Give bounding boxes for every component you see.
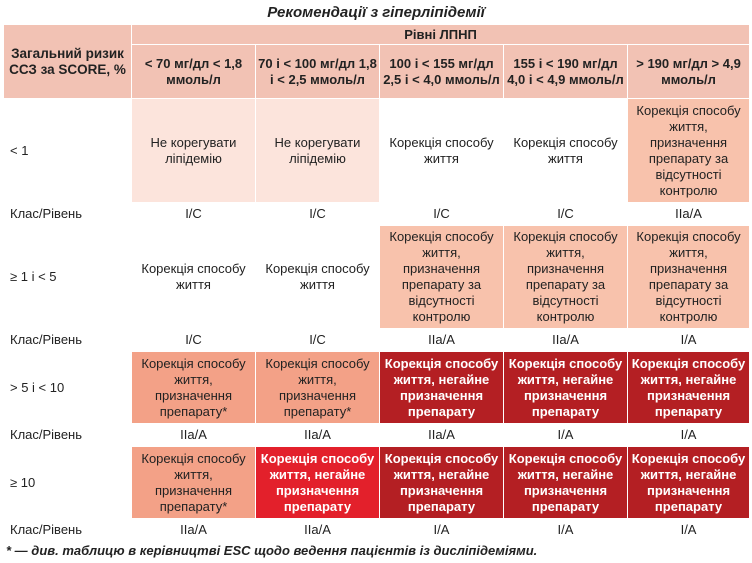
class-label: Клас/Рівень — [3, 202, 132, 226]
class-cell: I/C — [131, 202, 256, 226]
recommendation-cell: Корекція способу життя, призначення преп… — [131, 351, 256, 424]
ldl-column-header: 100 і < 155 мг/дл 2,5 і < 4,0 ммоль/л — [379, 44, 504, 99]
recommendation-cell: Корекція способу життя, негайне призначе… — [503, 351, 628, 424]
class-cell: IIa/A — [131, 518, 256, 542]
recommendation-cell: Корекція способу життя, призначення преп… — [626, 225, 751, 329]
recommendation-cell: Корекція способу життя, негайне призначе… — [503, 446, 628, 519]
class-cell: I/A — [379, 518, 504, 542]
table-row: > 5 і < 10 Корекція способу життя, призн… — [3, 351, 751, 424]
class-row: Клас/Рівень IIa/A IIa/A IIa/A I/A I/A — [3, 423, 751, 447]
class-cell: I/A — [626, 518, 751, 542]
recommendation-cell: Корекція способу життя, негайне призначе… — [626, 446, 751, 519]
footnote: * — див. таблицю в керівництві ESC щодо … — [6, 543, 538, 558]
table-row: ≥ 10 Корекція способу життя, призначення… — [3, 446, 751, 519]
ldl-column-header: > 190 мг/дл > 4,9 ммоль/л — [626, 44, 751, 99]
recommendations-table: Загальний ризик ССЗ за SCORE, % Рівні ЛП… — [3, 24, 751, 542]
recommendation-cell: Корекція способу життя, негайне призначе… — [626, 351, 751, 424]
ldl-column-header: < 70 мг/дл < 1,8 ммоль/л — [131, 44, 256, 99]
class-cell: I/C — [255, 328, 380, 352]
class-row: Клас/Рівень I/C I/C I/C I/C IIa/A — [3, 202, 751, 226]
risk-column-header: Загальний ризик ССЗ за SCORE, % — [3, 24, 132, 99]
class-cell: I/A — [503, 518, 628, 542]
class-cell: IIa/A — [131, 423, 256, 447]
class-label: Клас/Рівень — [3, 518, 132, 542]
class-row: Клас/Рівень I/C I/C IIa/A IIa/A I/A — [3, 328, 751, 352]
recommendation-cell: Корекція способу життя — [131, 225, 256, 329]
recommendation-cell: Корекція способу життя, призначення преп… — [626, 98, 751, 203]
table-title: Рекомендації з гіперліпідемії — [267, 4, 485, 21]
class-cell: IIa/A — [255, 423, 380, 447]
recommendation-cell: Корекція способу життя, призначення преп… — [131, 446, 256, 519]
recommendation-cell: Корекція способу життя, призначення преп… — [255, 351, 380, 424]
class-cell: IIa/A — [379, 328, 504, 352]
class-cell: IIa/A — [255, 518, 380, 542]
risk-level-cell: < 1 — [3, 98, 132, 203]
class-cell: IIa/A — [379, 423, 504, 447]
class-cell: IIa/A — [503, 328, 628, 352]
class-cell: I/C — [379, 202, 504, 226]
recommendation-cell: Не корегувати ліпідемію — [131, 98, 256, 203]
recommendation-cell: Корекція способу життя — [503, 98, 628, 203]
risk-level-cell: ≥ 1 і < 5 — [3, 225, 132, 329]
risk-level-cell: ≥ 10 — [3, 446, 132, 519]
recommendation-cell: Корекція способу життя, призначення преп… — [379, 225, 504, 329]
class-cell: I/C — [255, 202, 380, 226]
class-cell: I/A — [503, 423, 628, 447]
ldl-levels-header: Рівні ЛПНП — [130, 24, 751, 45]
recommendation-cell: Корекція способу життя — [255, 225, 380, 329]
class-cell: I/C — [131, 328, 256, 352]
risk-level-cell: > 5 і < 10 — [3, 351, 132, 424]
class-label: Клас/Рівень — [3, 328, 132, 352]
ldl-column-header: 70 і < 100 мг/дл 1,8 і < 2,5 ммоль/л — [255, 44, 380, 99]
class-row: Клас/Рівень IIa/A IIa/A I/A I/A I/A — [3, 518, 751, 542]
recommendation-cell: Корекція способу життя, призначення преп… — [503, 225, 628, 329]
class-cell: I/A — [626, 423, 751, 447]
class-label: Клас/Рівень — [3, 423, 132, 447]
recommendation-cell: Не корегувати ліпідемію — [255, 98, 380, 203]
class-cell: I/A — [626, 328, 751, 352]
recommendation-cell: Корекція способу життя — [379, 98, 504, 203]
class-cell: I/C — [503, 202, 628, 226]
recommendation-cell: Корекція способу життя, негайне призначе… — [255, 446, 380, 519]
recommendation-cell: Корекція способу життя, негайне призначе… — [379, 446, 504, 519]
table-row: < 1 Не корегувати ліпідемію Не корегуват… — [3, 98, 751, 203]
class-cell: IIa/A — [626, 202, 751, 226]
table-row: ≥ 1 і < 5 Корекція способу життя Корекці… — [3, 225, 751, 329]
recommendation-cell: Корекція способу життя, негайне призначе… — [379, 351, 504, 424]
ldl-column-header: 155 і < 190 мг/дл 4,0 і < 4,9 ммоль/л — [503, 44, 628, 99]
